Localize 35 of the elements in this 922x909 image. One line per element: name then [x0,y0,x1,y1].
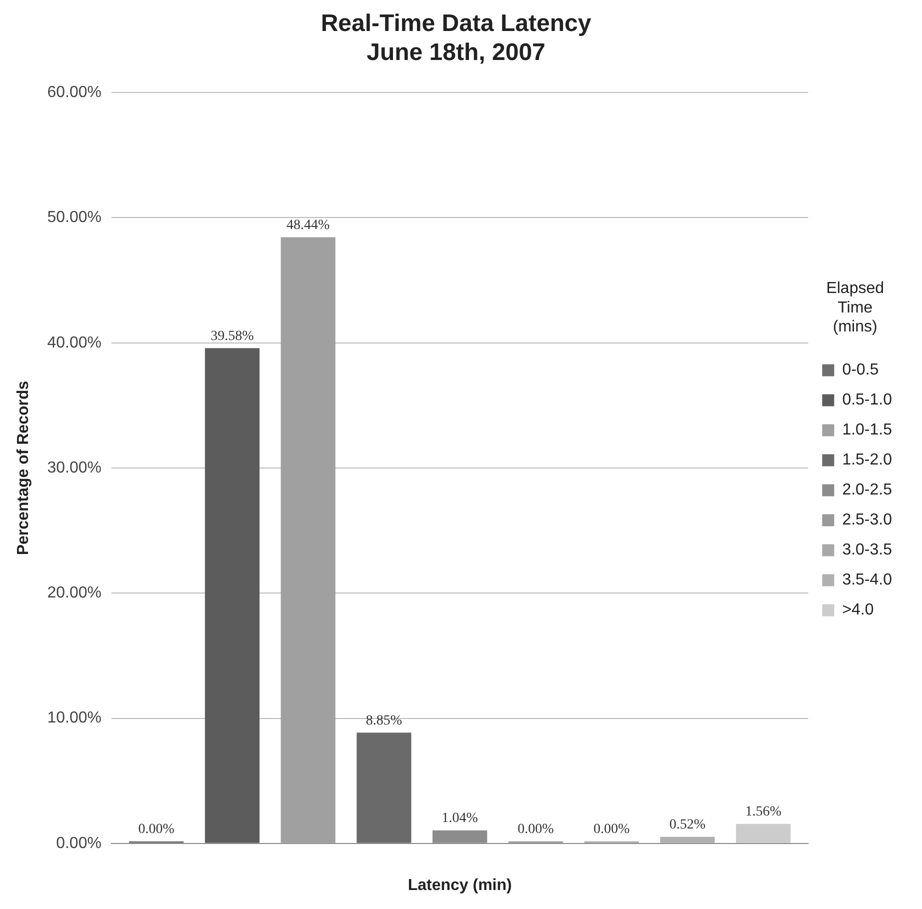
legend-label: 3.0-3.5 [842,542,892,559]
y-tick-label: 10.00% [47,710,102,727]
legend-label: >4.0 [842,602,874,619]
data-label: 1.04% [442,811,478,826]
data-label: 48.44% [286,218,330,233]
legend-label: 1.5-2.0 [842,452,892,469]
data-label: 0.00% [138,822,175,838]
legend-label: 2.0-2.5 [842,482,892,499]
data-label: 0.52% [669,818,706,833]
data-label: 39.58% [210,328,254,344]
y-tick-label: 30.00% [47,459,102,476]
legend-label: 2.5-3.0 [842,512,892,529]
data-label: 0.00% [518,822,554,838]
bar [736,824,791,843]
x-axis-title: Latency (min) [408,876,512,894]
y-axis-title: Percentage of Records [15,380,32,556]
y-tick-label: 0.00% [56,834,102,852]
legend-label: 3.5-4.0 [842,572,892,589]
legend-label: 0-0.5 [842,362,879,379]
bar [204,348,260,843]
y-tick-label: 20.00% [47,584,102,602]
bar [356,732,412,843]
legend-title: Elapsed Time (mins) [826,280,884,336]
bar [660,836,715,843]
bar [280,237,336,843]
legend-label: 1.0-1.5 [842,422,892,439]
y-tick-label: 50.00% [47,209,102,226]
legend-label: 0.5-1.0 [842,392,892,409]
chart-subtitle: June 18th, 2007 [366,38,546,66]
data-label: 0.00% [593,822,630,838]
y-tick-label: 40.00% [47,334,102,352]
data-label: 8.85% [366,713,402,728]
y-tick-label: 60.00% [47,84,102,102]
data-label: 1.56% [745,804,782,820]
chart-title: Real-Time Data Latency [320,10,592,38]
